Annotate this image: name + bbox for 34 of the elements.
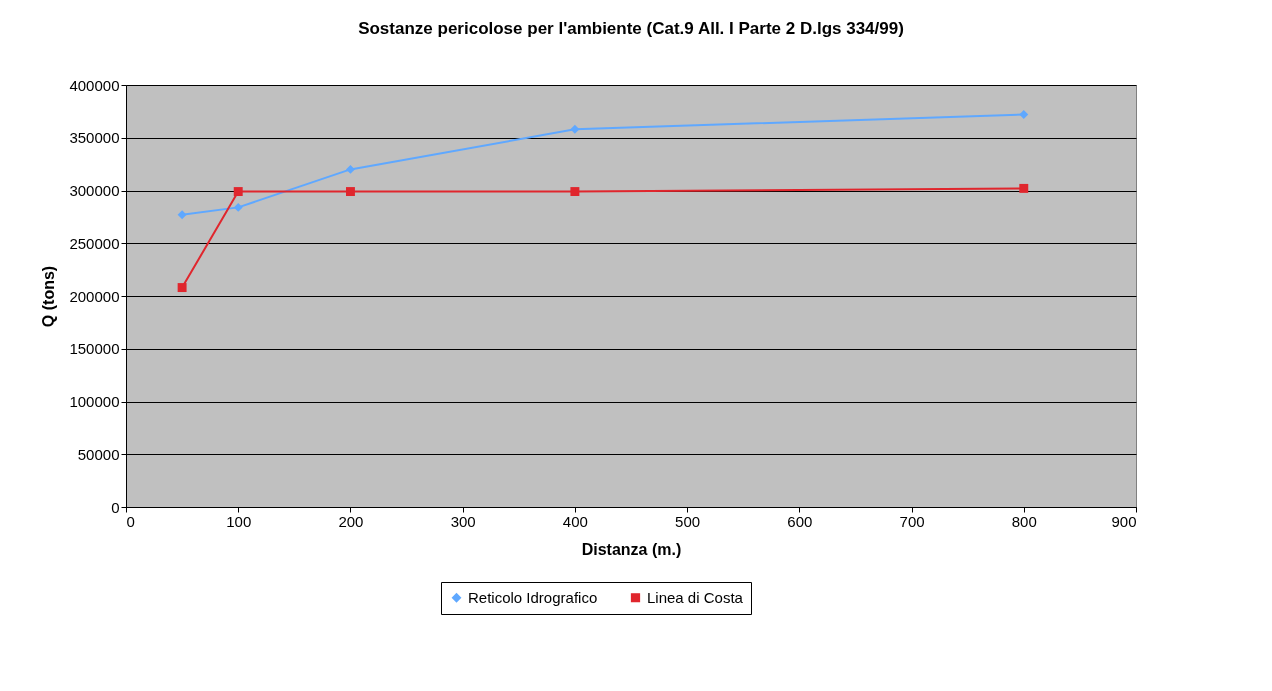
y-tick-label: 0 [111,498,120,516]
x-tick-label: 800 [1011,512,1037,530]
y-tick-label: 300000 [69,182,120,199]
point [345,164,355,174]
point [233,187,243,197]
y-tick-label: 400000 [69,76,120,94]
x-axis-title: Distanza (m.) [581,540,682,558]
point [1019,183,1029,193]
point [233,202,243,212]
legend-label: Linea di Costa [647,588,744,606]
x-tick-label: 300 [450,512,476,530]
x-tick-label: 100 [226,512,252,530]
x-tick-label: 0 [126,512,135,530]
point [570,124,580,134]
y-tick-label: 100000 [69,393,120,410]
x-tick-label: 400 [562,512,588,530]
x-tick-label: 900 [1111,512,1137,530]
point [177,210,187,220]
point [1019,110,1029,120]
point [345,187,355,197]
point [177,283,187,293]
y-axis-title: Q (tons) [40,265,58,328]
legend-label: Reticolo Idrografico [468,588,598,606]
chart-title: Sostanze pericolose per l'ambiente (Cat.9 All. I Parte 2 D.lgs 334/99) [358,19,904,38]
x-tick-label: 700 [899,512,925,530]
y-tick-label: 150000 [69,340,120,358]
x-tick-label: 200 [338,512,364,530]
y-tick-label: 350000 [69,129,120,147]
y-tick-label: 200000 [69,287,120,305]
y-tick-label: 50000 [77,445,120,463]
x-tick-label: 600 [787,512,813,530]
x-tick-label: 500 [675,512,701,530]
y-tick-label: 250000 [69,234,120,252]
point [570,187,580,197]
